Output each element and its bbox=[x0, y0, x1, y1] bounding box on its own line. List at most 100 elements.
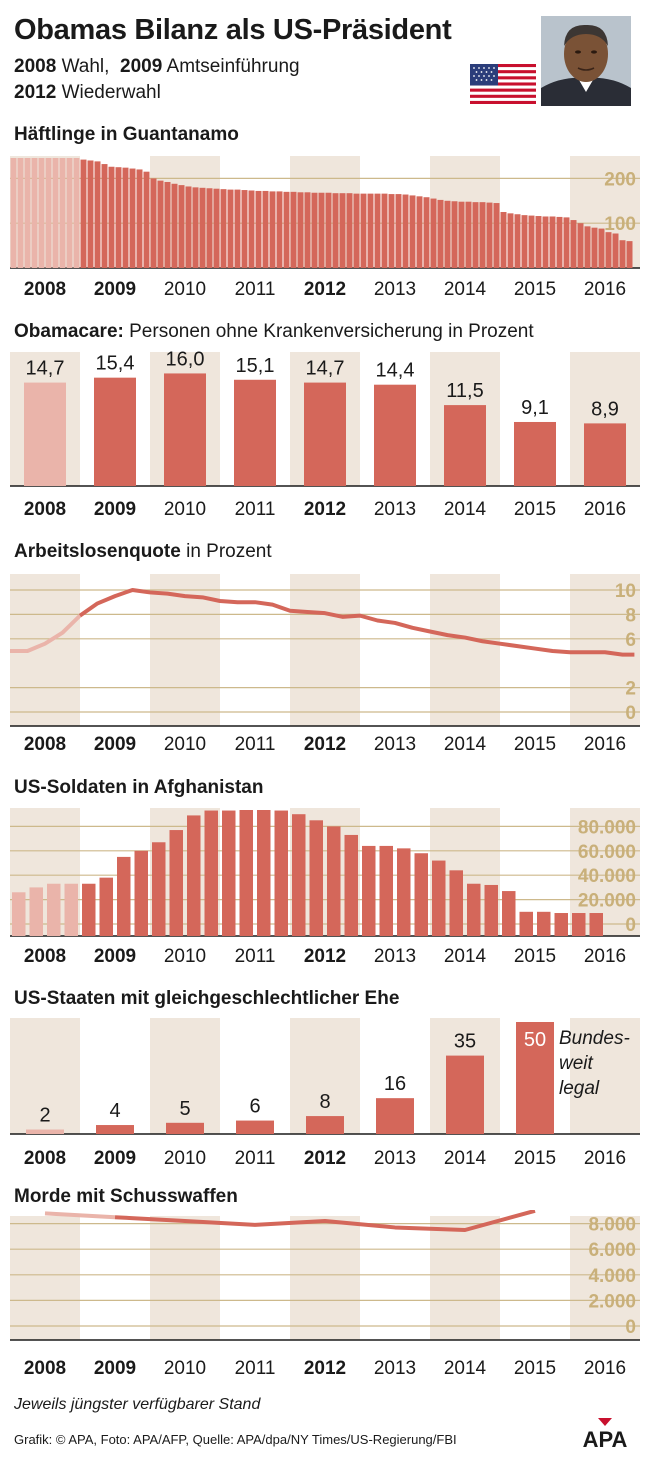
guantanamo-chart: 2008 2009 2010 2011 2012 2013 2014 2015 2016 100 2… bbox=[10, 156, 640, 300]
x-tick-label-2013: 2013 bbox=[374, 279, 416, 300]
guantanamo-bar bbox=[206, 188, 213, 268]
year-band-2016 bbox=[570, 1018, 640, 1134]
y-tick-label-2: 6 bbox=[625, 630, 636, 651]
x-tick-label-2012: 2012 bbox=[304, 1148, 346, 1169]
x-tick-label-2011: 2011 bbox=[235, 1148, 276, 1169]
x-tick-label-2009: 2009 bbox=[94, 734, 136, 755]
soldaten-bar bbox=[502, 891, 516, 936]
arbeitslosen-chart: 2008 2009 2010 2011 2012 2013 2014 2015 2016 0 2 6 8… bbox=[9, 574, 640, 755]
x-tick-label-2012: 2012 bbox=[304, 734, 346, 755]
year-band-2010 bbox=[150, 1018, 220, 1134]
soldaten-bar bbox=[187, 815, 201, 936]
y-tick-label-4: 8.000 bbox=[588, 1215, 636, 1236]
guantanamo-bar bbox=[150, 178, 157, 268]
obamacare-bar-2013 bbox=[374, 384, 416, 486]
guantanamo-bar bbox=[437, 199, 444, 268]
x-tick-label-2010: 2010 bbox=[164, 1148, 206, 1169]
soldaten-bar bbox=[344, 834, 358, 936]
x-tick-label-2015: 2015 bbox=[514, 499, 556, 520]
guantanamo-bar bbox=[619, 240, 626, 268]
guantanamo-bar bbox=[129, 168, 136, 268]
ehe-chart: 2008 2009 2010 2011 2012 2013 2014 2015 2016 2 4 5 6… bbox=[10, 1018, 640, 1169]
guantanamo-bar bbox=[486, 202, 493, 268]
soldaten-bar bbox=[274, 810, 288, 936]
soldaten-bar bbox=[152, 842, 166, 936]
guantanamo-bar bbox=[311, 192, 318, 268]
guantanamo-bar bbox=[626, 241, 633, 268]
guantanamo-bar bbox=[178, 185, 185, 268]
ehe-title: US-Staaten mit gleichgeschlechtlicher Eh… bbox=[14, 988, 400, 1009]
x-tick-label-2008: 2008 bbox=[24, 499, 66, 520]
subtitle-line-2: 2012 Wiederwahl bbox=[14, 82, 161, 104]
guantanamo-bar bbox=[10, 158, 17, 268]
subtitle-line-1: 2008 Wahl, 2009 Amtseinführung bbox=[14, 56, 300, 78]
soldaten-bar bbox=[169, 830, 183, 936]
ehe-value-label: 35 bbox=[454, 1031, 476, 1053]
soldaten-bar bbox=[239, 810, 253, 936]
soldaten-bar bbox=[117, 856, 131, 936]
us-flag-icon bbox=[470, 64, 536, 104]
soldaten-bar bbox=[414, 853, 428, 936]
ehe-annotation-line: legal bbox=[559, 1078, 600, 1099]
guantanamo-bar bbox=[360, 193, 367, 268]
guantanamo-bar bbox=[157, 180, 164, 268]
guantanamo-bar bbox=[38, 158, 45, 268]
obamacare-value-label: 11,5 bbox=[446, 380, 483, 402]
guantanamo-bar bbox=[535, 216, 542, 268]
morde-chart: 2008 2009 2010 2011 2012 2013 2014 2015 2016 0 2.0… bbox=[10, 1210, 640, 1379]
guantanamo-bar bbox=[318, 192, 325, 268]
x-tick-label-2012: 2012 bbox=[304, 1358, 346, 1379]
guantanamo-bar bbox=[381, 193, 388, 268]
x-tick-label-2015: 2015 bbox=[514, 734, 556, 755]
x-tick-label-2009: 2009 bbox=[94, 499, 136, 520]
ehe-annotation-line: Bundes- bbox=[559, 1028, 630, 1049]
page-title: Obamas Bilanz als US-Präsident bbox=[14, 14, 452, 46]
y-tick-label-2: 40.000 bbox=[578, 866, 636, 887]
guantanamo-bar bbox=[542, 216, 549, 268]
x-tick-label-2008: 2008 bbox=[24, 1148, 66, 1169]
x-tick-label-2010: 2010 bbox=[164, 279, 206, 300]
obamacare-subtitle: Personen ohne Krankenversicherung in Pro… bbox=[129, 321, 534, 342]
y-tick-label-3: 60.000 bbox=[578, 842, 636, 863]
y-tick-label-4: 80.000 bbox=[578, 817, 636, 838]
soldaten-bar bbox=[29, 887, 43, 936]
x-tick-label-2009: 2009 bbox=[94, 1358, 136, 1379]
footnote: Jeweils jüngster verfügbarer Stand bbox=[14, 1396, 261, 1413]
obamacare-bar-2012 bbox=[304, 382, 346, 486]
obamacare-title: Obamacare: Personen ohne Krankenversiche… bbox=[14, 321, 534, 343]
portrait-photo bbox=[541, 16, 631, 106]
obamacare-value-label: 14,7 bbox=[26, 358, 65, 380]
guantanamo-bar bbox=[66, 158, 73, 268]
x-tick-label-2011: 2011 bbox=[235, 499, 276, 520]
soldaten-chart: 2008 2009 2010 2011 2012 2013 2014 2015 2016 0 20.… bbox=[10, 808, 640, 967]
guantanamo-bar bbox=[451, 201, 458, 268]
year-band-2008 bbox=[10, 1018, 80, 1134]
soldaten-bar bbox=[204, 810, 218, 936]
x-tick-label-2016: 2016 bbox=[584, 734, 626, 755]
guantanamo-bar bbox=[255, 190, 262, 268]
guantanamo-bar bbox=[570, 220, 577, 268]
x-tick-label-2014: 2014 bbox=[444, 279, 487, 300]
x-tick-label-2008: 2008 bbox=[24, 946, 66, 967]
guantanamo-bar bbox=[304, 192, 311, 268]
x-tick-label-2011: 2011 bbox=[235, 279, 276, 300]
y-tick-label-0: 0 bbox=[625, 703, 636, 724]
guantanamo-bar bbox=[500, 212, 507, 268]
ehe-value-label: 4 bbox=[109, 1100, 120, 1122]
x-tick-label-2008: 2008 bbox=[24, 1358, 66, 1379]
ehe-bar-2013 bbox=[376, 1098, 414, 1134]
x-tick-label-2009: 2009 bbox=[94, 1148, 136, 1169]
guantanamo-bar bbox=[325, 192, 332, 268]
soldaten-bar bbox=[554, 913, 568, 936]
x-tick-label-2015: 2015 bbox=[514, 946, 556, 967]
guantanamo-bar bbox=[227, 189, 234, 268]
year-2012-label: 2012 bbox=[14, 82, 57, 103]
obamacare-bar-2009 bbox=[94, 377, 136, 486]
soldaten-bar bbox=[99, 877, 113, 936]
obamacare-value-label: 8,9 bbox=[591, 398, 619, 420]
morde-title: Morde mit Schusswaffen bbox=[14, 1186, 238, 1207]
soldaten-bar bbox=[432, 860, 446, 936]
guantanamo-bar bbox=[269, 191, 276, 268]
x-tick-label-2009: 2009 bbox=[94, 946, 136, 967]
soldaten-bar bbox=[362, 845, 376, 936]
